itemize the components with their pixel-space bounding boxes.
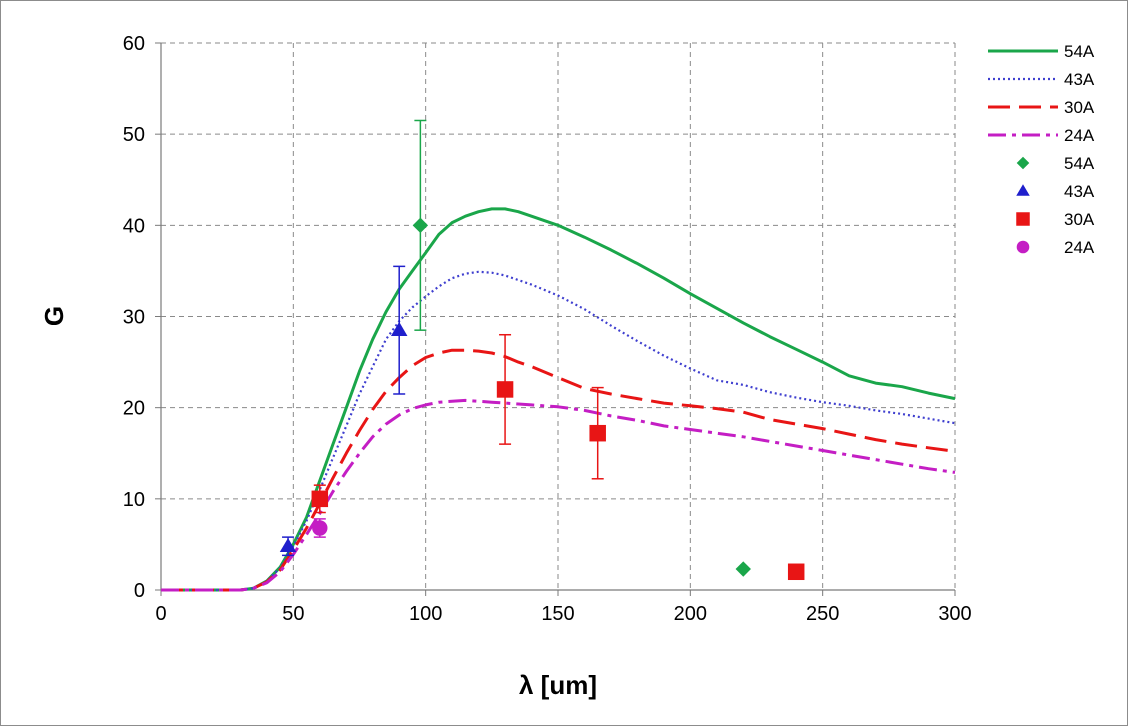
- legend-label-43A: 43A: [1064, 70, 1095, 89]
- y-tick-label: 10: [123, 489, 145, 511]
- grid: [161, 42, 956, 590]
- x-tick-label: 200: [674, 603, 707, 625]
- data-point-43A: [279, 537, 297, 553]
- data-point-24A: [312, 520, 328, 536]
- series-line-30A: [161, 348, 956, 592]
- data-point-30A: [496, 381, 514, 398]
- legend-label-54A: 54A: [1064, 42, 1095, 61]
- y-tick-label: 60: [123, 33, 145, 55]
- axes: [155, 42, 956, 596]
- y-tick-label: 0: [134, 580, 145, 602]
- data-point-30A: [787, 563, 805, 581]
- x-tick-label: 100: [409, 603, 442, 625]
- legend-marker-swatch-54A: [1016, 156, 1030, 170]
- y-tick-label: 50: [123, 124, 145, 146]
- legend-marker-swatch-24A: [1016, 240, 1030, 254]
- legend-marker-swatch-43A: [1016, 184, 1030, 196]
- x-tick-label: 250: [806, 603, 839, 625]
- y-tick-label: 30: [123, 307, 145, 329]
- data-point-30A: [589, 424, 606, 442]
- legend: 54A 43A 30A 24A 54A 43A 30A 24A: [988, 42, 1095, 257]
- data-point-43A: [390, 321, 408, 336]
- data-point-54A: [412, 217, 429, 234]
- tick-labels: 0 50 100 150 200 250 300 0 10 20 30 40 50 60: [123, 33, 972, 625]
- y-tick-label: 20: [123, 398, 145, 420]
- x-tick-label: 0: [155, 603, 166, 625]
- y-axis-title: G: [39, 306, 69, 326]
- data-point-30A: [311, 490, 329, 508]
- series-line-24A: [161, 398, 956, 592]
- legend-label-30A: 30A: [1064, 210, 1095, 229]
- legend-label-54A: 54A: [1064, 154, 1095, 173]
- legend-label-43A: 43A: [1064, 182, 1095, 201]
- series-points: [279, 119, 805, 581]
- y-tick-label: 40: [123, 215, 145, 237]
- x-tick-label: 300: [938, 603, 971, 625]
- legend-label-24A: 24A: [1064, 238, 1095, 257]
- legend-label-30A: 30A: [1064, 98, 1095, 117]
- legend-label-24A: 24A: [1064, 126, 1095, 145]
- x-axis-title: λ [um]: [519, 670, 597, 700]
- x-tick-label: 50: [282, 603, 304, 625]
- data-point-54A: [735, 561, 751, 577]
- x-tick-label: 150: [541, 603, 574, 625]
- legend-marker-swatch-30A: [1016, 212, 1030, 226]
